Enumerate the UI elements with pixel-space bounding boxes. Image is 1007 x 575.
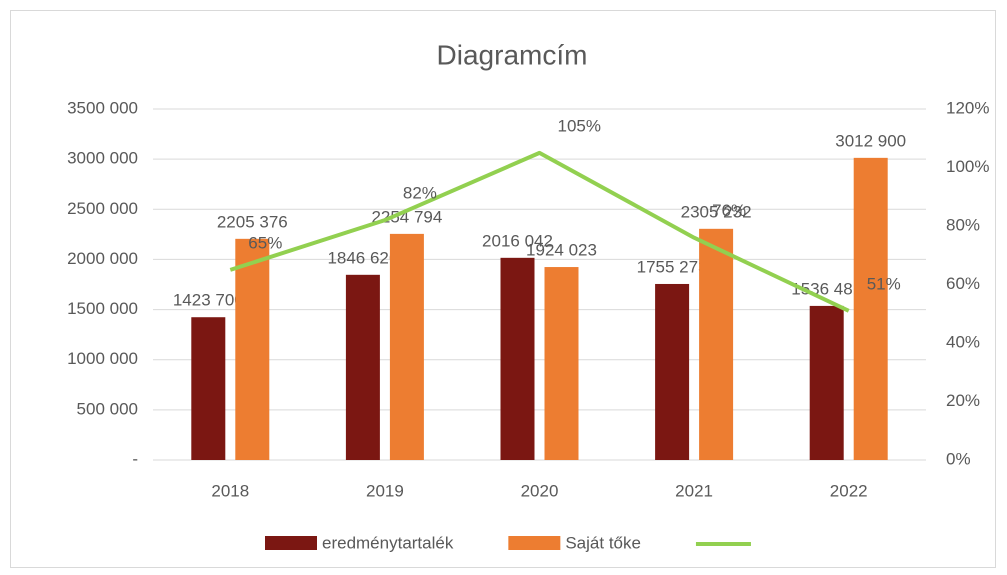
y-tick-label: 1000 000 [67,349,138,368]
data-label: 2305 232 [681,202,752,221]
y2-tick-label: 40% [946,332,980,351]
bar [809,305,844,460]
y-tick-label: 2000 000 [67,249,138,268]
y-tick-label: 1500 000 [67,299,138,318]
line-data-label: 76% [712,201,746,220]
bar [544,267,579,460]
data-label: 1924 023 [526,241,597,260]
bar [235,238,270,460]
data-label: 3012 900 [835,131,906,150]
legend-swatch [265,536,317,550]
line-data-label: 82% [403,184,437,203]
bar [345,274,380,460]
y2-tick-label: 100% [946,157,989,176]
bar [500,257,535,460]
x-tick-label: 2018 [211,481,249,500]
legend-swatch [508,536,561,550]
y2-tick-label: 60% [946,274,980,293]
data-label: 2205 376 [217,212,288,231]
legend-label: eredménytartalék [322,533,454,552]
data-label: 2254 794 [371,207,442,226]
y-tick-label: 2500 000 [67,199,138,218]
bar [389,233,424,460]
x-tick-label: 2022 [830,481,868,500]
x-tick-label: 2021 [675,481,713,500]
y-tick-label: - [132,449,138,468]
y-tick-label: 500 000 [77,399,138,418]
line-data-label: 105% [558,116,601,135]
x-tick-label: 2020 [521,481,559,500]
data-label: 1755 273 [637,257,708,276]
y2-tick-label: 20% [946,391,980,410]
data-label: 1423 700 [173,291,244,310]
line [229,150,850,313]
x-tick-label: 2019 [366,481,404,500]
legend-label: Saját tőke [565,533,641,552]
y2-tick-label: 0% [946,449,971,468]
bar [699,228,734,460]
bar [853,157,888,460]
bar [191,317,226,460]
y-tick-label: 3000 000 [67,149,138,168]
data-label: 1846 626 [327,248,398,267]
y2-tick-label: 120% [946,98,989,117]
y-tick-label: 3500 000 [67,98,138,117]
line-data-label: 65% [248,233,282,252]
line-data-label: 51% [867,274,901,293]
y2-tick-label: 80% [946,215,980,234]
data-label: 2016 042 [482,231,553,250]
chart-title: Diagramcím [437,39,588,70]
bar [655,283,690,460]
